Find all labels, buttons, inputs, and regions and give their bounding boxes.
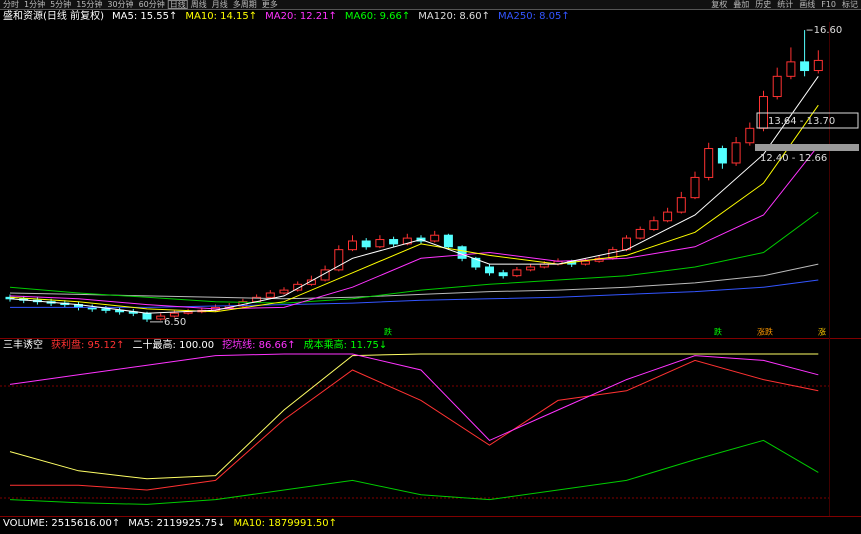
- candle-body: [526, 266, 536, 271]
- tab[interactable]: 分时: [3, 0, 19, 9]
- candle-body: [663, 211, 673, 222]
- indicator-line: [9, 439, 819, 505]
- candle-body: [635, 228, 645, 239]
- candle-body: [293, 283, 303, 291]
- legend-entry: MA5: 15.55↑: [112, 11, 177, 22]
- candle-body: [471, 257, 481, 268]
- candle-body: [813, 59, 823, 72]
- candle-body: [800, 61, 810, 72]
- tool-button[interactable]: 统计: [777, 0, 793, 9]
- candle-body: [389, 239, 399, 245]
- candle-body: [142, 312, 152, 320]
- legend-entry: MA250: 8.05↑: [498, 11, 570, 22]
- tab-selected: [167, 0, 188, 9]
- indicator-title: 三丰诱空: [3, 338, 43, 351]
- signal: 跌: [384, 327, 392, 337]
- candle-body: [690, 176, 700, 199]
- candle-body: [759, 96, 768, 129]
- tab[interactable]: 月线: [212, 0, 228, 9]
- candle-body: [457, 246, 467, 259]
- high-label: 16.60: [814, 25, 843, 36]
- legend-entry: 挖坑线: 86.66↑: [222, 338, 296, 351]
- legend-entry: MA120: 8.60↑: [418, 11, 490, 22]
- tool-button[interactable]: F10: [821, 0, 836, 9]
- tab[interactable]: 周线: [191, 0, 207, 9]
- stock-title: 盛和资源(日线 前复权): [3, 9, 104, 22]
- indicator-line: [10, 359, 819, 491]
- tab[interactable]: 15分钟: [76, 0, 102, 9]
- legend-entry: 成本乘高: 11.75↓: [304, 338, 388, 351]
- indicator-line: [9, 353, 819, 441]
- candle-body: [512, 269, 522, 277]
- candle-body: [717, 148, 727, 164]
- candle-body: [649, 220, 659, 230]
- candle-body: [265, 292, 275, 298]
- legend-entry: MA60: 9.66↑: [345, 11, 410, 22]
- candle-body: [731, 142, 741, 164]
- legend-entry: VOLUME: 2515616.00↑: [3, 518, 120, 529]
- candle-body: [156, 315, 166, 320]
- tool-button[interactable]: 叠加: [733, 0, 749, 9]
- candle-body: [115, 309, 125, 313]
- candle-body: [348, 240, 357, 251]
- candle-body: [375, 239, 385, 248]
- candle-body: [306, 279, 316, 285]
- tab[interactable]: 30分钟: [107, 0, 133, 9]
- signal: 跌: [714, 327, 722, 337]
- candle-body: [361, 240, 371, 248]
- candle-body: [101, 308, 111, 311]
- legend-entry: 获利盘: 95.12↑: [51, 338, 125, 351]
- legend-entry: MA10: 14.15↑: [185, 11, 257, 22]
- candle-body: [580, 260, 590, 265]
- moving-average: [9, 145, 819, 310]
- moving-average: [9, 104, 819, 313]
- candle-body: [745, 127, 755, 144]
- candle-body: [320, 269, 330, 281]
- candle-body: [772, 75, 782, 98]
- legend-entry: 二十最高: 100.00: [133, 338, 215, 351]
- tool-button[interactable]: 复权: [711, 0, 727, 9]
- tool-button[interactable]: 画线: [799, 0, 815, 9]
- candle-body: [704, 148, 714, 178]
- tab[interactable]: 5分钟: [50, 0, 71, 9]
- candle-body: [279, 289, 289, 294]
- legend-entry: MA20: 12.21↑: [265, 11, 337, 22]
- signal: 涨: [818, 327, 826, 337]
- tab[interactable]: 60分钟: [139, 0, 165, 9]
- moving-average: [9, 211, 819, 304]
- range-box-label: 13.64 - 13.70: [768, 116, 835, 127]
- moving-average: [9, 263, 819, 300]
- tab[interactable]: 日线: [170, 0, 186, 9]
- candle-body: [443, 234, 453, 248]
- toolbar-bg: [0, 0, 861, 9]
- candle-body: [676, 197, 686, 213]
- moving-average: [9, 76, 819, 314]
- indicator-line: [9, 353, 819, 480]
- tab[interactable]: 1分钟: [24, 0, 45, 9]
- moving-average: [10, 279, 819, 308]
- range-bar-label: 12.40 - 12.66: [760, 153, 827, 164]
- range-box: [756, 112, 859, 129]
- tool-button[interactable]: 历史: [755, 0, 771, 9]
- candle-body: [498, 272, 508, 277]
- low-label: 6.50: [164, 317, 186, 328]
- tab[interactable]: 更多: [262, 0, 278, 9]
- tab[interactable]: 多周期: [233, 0, 257, 9]
- candle-body: [430, 234, 440, 242]
- signal: 涨跌: [757, 327, 773, 337]
- candle-body: [608, 249, 618, 259]
- range-bar: [755, 144, 859, 151]
- legend-entry: MA10: 1879991.50↑: [233, 518, 337, 529]
- tool-button[interactable]: 标记: [842, 0, 858, 9]
- legend-entry: MA5: 2119925.75↓: [128, 518, 225, 529]
- candle-body: [334, 249, 344, 271]
- candle-body: [402, 237, 412, 245]
- candle-body: [169, 312, 179, 317]
- candle-body: [786, 61, 796, 77]
- candle-body: [485, 266, 494, 274]
